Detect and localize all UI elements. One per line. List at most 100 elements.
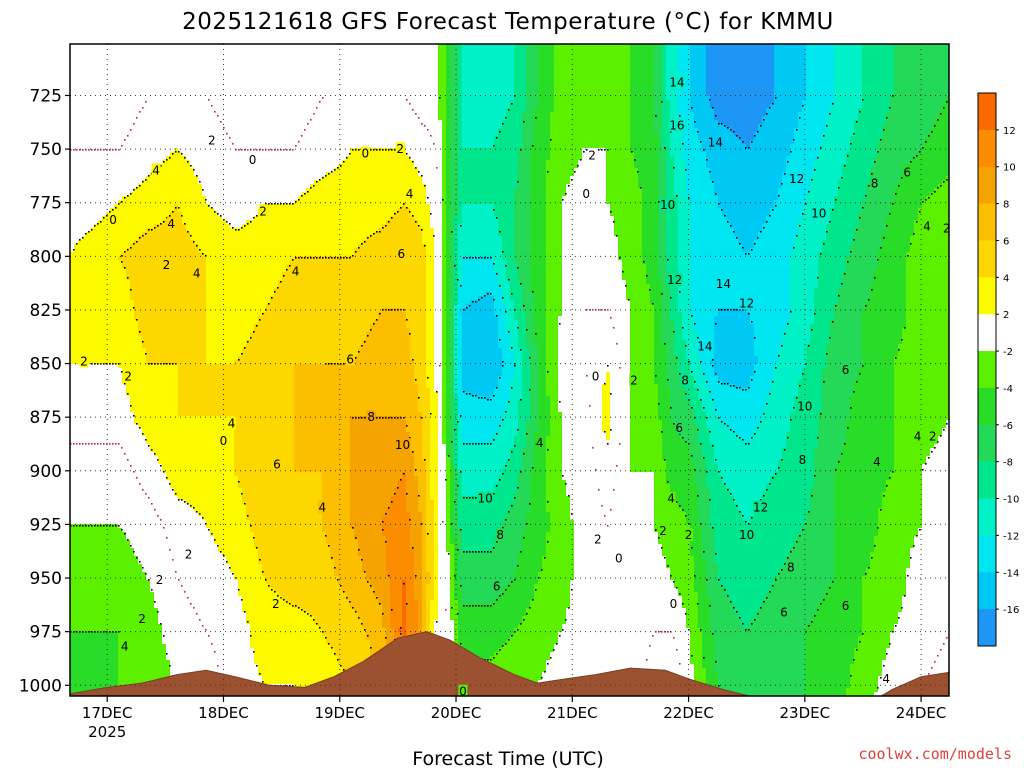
field-cell xyxy=(98,636,103,641)
field-cell xyxy=(126,584,131,589)
field-cell xyxy=(154,180,159,185)
field-cell xyxy=(158,672,163,677)
field-cell xyxy=(182,204,187,209)
field-cell xyxy=(162,216,167,221)
field-cell xyxy=(142,408,147,413)
field-cell xyxy=(106,556,111,561)
field-cell xyxy=(182,340,187,345)
field-cell xyxy=(102,176,107,181)
field-cell xyxy=(70,232,75,237)
field-cell xyxy=(118,244,123,249)
field-cell xyxy=(106,220,111,225)
field-cell xyxy=(182,124,187,129)
field-cell xyxy=(154,272,159,277)
field-cell xyxy=(94,92,99,97)
field-cell xyxy=(110,344,115,349)
field-cell xyxy=(142,236,147,241)
field-cell xyxy=(118,144,123,149)
field-cell xyxy=(98,596,103,601)
field-cell xyxy=(150,556,155,561)
field-cell xyxy=(166,468,171,473)
field-cell xyxy=(154,400,159,405)
field-cell xyxy=(182,272,187,277)
field-cell xyxy=(118,56,123,61)
field-cell xyxy=(106,48,111,53)
field-cell xyxy=(78,336,83,341)
field-cell xyxy=(74,184,79,189)
field-cell xyxy=(122,388,127,393)
field-cell xyxy=(178,132,183,137)
field-cell xyxy=(126,300,131,305)
field-cell xyxy=(78,620,83,625)
field-cell xyxy=(110,568,115,573)
field-cell xyxy=(98,68,103,73)
field-cell xyxy=(110,520,115,525)
field-cell xyxy=(150,156,155,161)
field-cell xyxy=(106,344,111,349)
field-cell xyxy=(126,456,131,461)
field-cell xyxy=(74,220,79,225)
field-cell xyxy=(122,424,127,429)
field-cell xyxy=(118,504,123,509)
field-cell xyxy=(70,660,75,665)
field-cell xyxy=(130,444,135,449)
field-cell xyxy=(90,504,95,509)
field-cell xyxy=(74,508,79,513)
field-cell xyxy=(78,340,83,345)
field-cell xyxy=(154,240,159,245)
field-cell xyxy=(82,272,87,277)
field-cell xyxy=(162,660,167,665)
field-cell xyxy=(146,144,151,149)
field-cell xyxy=(122,624,127,629)
field-cell xyxy=(78,580,83,585)
field-cell xyxy=(114,80,119,85)
field-cell xyxy=(114,584,119,589)
field-cell xyxy=(186,520,191,525)
field-cell xyxy=(126,636,131,641)
field-cell xyxy=(82,52,87,57)
field-cell xyxy=(138,600,143,605)
field-cell xyxy=(142,116,147,121)
field-cell xyxy=(130,628,135,633)
field-cell xyxy=(130,520,135,525)
field-cell xyxy=(158,80,163,85)
field-cell xyxy=(114,324,119,329)
field-cell xyxy=(142,296,147,301)
field-cell xyxy=(154,532,159,537)
field-cell xyxy=(114,660,119,665)
field-cell xyxy=(74,452,79,457)
field-cell xyxy=(134,672,139,677)
field-cell xyxy=(110,600,115,605)
field-cell xyxy=(178,288,183,293)
field-cell xyxy=(102,236,107,241)
field-cell xyxy=(86,344,91,349)
field-cell xyxy=(118,420,123,425)
field-cell xyxy=(126,496,131,501)
field-cell xyxy=(154,560,159,565)
field-cell xyxy=(154,220,159,225)
field-cell xyxy=(106,180,111,185)
field-cell xyxy=(106,72,111,77)
field-cell xyxy=(118,356,123,361)
field-cell xyxy=(102,304,107,309)
field-cell xyxy=(94,48,99,53)
field-cell xyxy=(74,188,79,193)
field-cell xyxy=(138,136,143,141)
field-cell xyxy=(158,64,163,69)
field-cell xyxy=(90,164,95,169)
field-cell xyxy=(166,300,171,305)
field-cell xyxy=(106,524,111,529)
field-cell xyxy=(162,448,167,453)
field-cell xyxy=(138,628,143,633)
field-cell xyxy=(150,636,155,641)
field-cell xyxy=(138,276,143,281)
field-cell xyxy=(190,260,195,265)
field-cell xyxy=(110,132,115,137)
field-cell xyxy=(178,652,183,657)
field-cell xyxy=(106,284,111,289)
field-cell xyxy=(90,500,95,505)
field-cell xyxy=(70,280,75,285)
field-cell xyxy=(150,316,155,321)
field-cell xyxy=(186,228,191,233)
field-cell xyxy=(162,196,167,201)
